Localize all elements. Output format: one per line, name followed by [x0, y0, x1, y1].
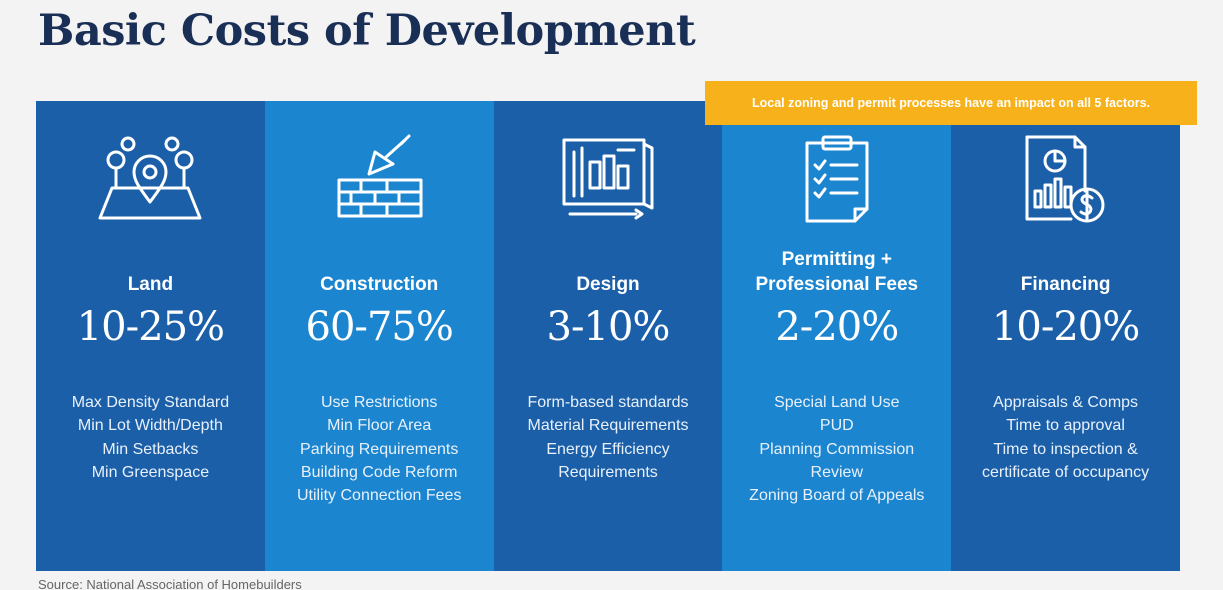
factor-item: Time to approval [1006, 417, 1125, 435]
cost-panel: Land 10-25% Max Density Standard Min Lot… [36, 101, 1180, 571]
factor-item: certificate of occupancy [981, 463, 1150, 481]
factor-item: Min Floor Area [327, 417, 432, 435]
page-title: Basic Costs of Development [38, 6, 696, 56]
factor-item: Parking Requirements [300, 440, 459, 458]
factor-item: Building Code Reform [300, 463, 458, 481]
column-heading: Permitting + Professional Fees [755, 249, 919, 295]
factor-list: Max Density Standard Min Lot Width/Depth… [36, 391, 265, 484]
cost-percentage: 10-20% [991, 304, 1140, 350]
impact-callout: Local zoning and permit processes have a… [705, 81, 1197, 125]
factor-item: Requirements [558, 463, 658, 481]
clipboard-checklist-icon [722, 131, 951, 226]
cost-percentage: 2-20% [775, 304, 899, 350]
land-map-pin-icon [36, 131, 265, 226]
factor-item: Material Requirements [527, 417, 689, 435]
cost-column-permitting: Permitting + Professional Fees 2-20% Spe… [722, 101, 952, 571]
cost-column-construction: Construction 60-75% Use Restrictions Min… [264, 101, 494, 571]
factor-list: Appraisals & Comps Time to approval Time… [951, 391, 1180, 484]
factor-list: Special Land Use PUD Planning Commission… [722, 391, 951, 507]
brick-trowel-icon [265, 131, 494, 226]
cost-percentage: 60-75% [305, 304, 454, 350]
cost-column-design: Design 3-10% Form-based standards Materi… [493, 101, 723, 571]
factor-item: Utility Connection Fees [296, 487, 462, 505]
column-heading: Land [127, 274, 174, 295]
financial-report-dollar-icon [951, 131, 1180, 226]
factor-item: Review [810, 463, 864, 481]
factor-item: Energy Efficiency [546, 440, 670, 458]
factor-list: Form-based standards Material Requiremen… [494, 391, 723, 484]
cost-column-financing: Financing 10-20% Appraisals & Comps Time… [951, 101, 1180, 571]
column-heading: Design [576, 274, 640, 295]
factor-item: Appraisals & Comps [993, 394, 1139, 411]
factor-item: Zoning Board of Appeals [749, 487, 925, 505]
factor-item: Form-based standards [527, 394, 689, 411]
factor-item: Use Restrictions [320, 394, 438, 411]
column-heading: Financing [1020, 274, 1111, 295]
cost-column-land: Land 10-25% Max Density Standard Min Lot… [36, 101, 265, 571]
factor-list: Use Restrictions Min Floor Area Parking … [265, 391, 494, 507]
factor-item: PUD [819, 417, 854, 435]
factor-item: Min Lot Width/Depth [77, 417, 223, 435]
factor-item: Max Density Standard [71, 394, 230, 411]
blueprint-icon [494, 131, 723, 226]
factor-item: Planning Commission [759, 440, 915, 458]
source-citation: Source: National Association of Homebuil… [38, 577, 302, 590]
factor-item: Time to inspection & [993, 440, 1138, 458]
factor-item: Special Land Use [774, 394, 900, 411]
cost-percentage: 3-10% [546, 304, 671, 350]
cost-percentage: 10-25% [76, 304, 225, 350]
factor-item: Min Greenspace [91, 463, 210, 481]
column-heading: Construction [320, 274, 439, 295]
factor-item: Min Setbacks [102, 440, 199, 458]
